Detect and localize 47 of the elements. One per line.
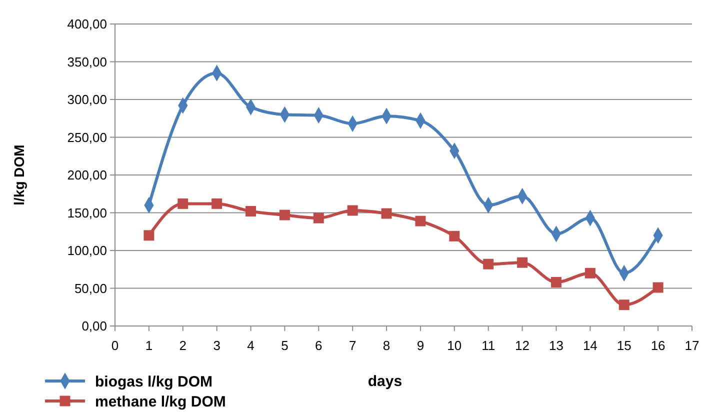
- x-tick-label: 13: [549, 338, 564, 353]
- x-tick-label: 9: [416, 338, 424, 353]
- point: [212, 198, 222, 209]
- point: [415, 216, 426, 226]
- y-tick-label: 150,00: [67, 205, 107, 220]
- point: [550, 276, 562, 288]
- y-tick-label: 200,00: [67, 168, 107, 183]
- x-tick-label: 1: [145, 338, 153, 353]
- x-tick-label: 10: [447, 338, 462, 353]
- x-tick-label: 5: [281, 338, 288, 353]
- x-tick-label: 8: [382, 338, 390, 353]
- x-tick-label: 4: [247, 338, 254, 353]
- point: [381, 208, 392, 219]
- y-tick-label: 400,00: [67, 16, 107, 32]
- point: [178, 198, 188, 209]
- y-tick-label: 250,00: [67, 130, 107, 145]
- point: [483, 258, 494, 270]
- point: [449, 230, 460, 242]
- y-tick-label: 300,00: [67, 92, 107, 108]
- y-tick-label: 100,00: [67, 243, 107, 258]
- legend-label: methane l/kg DOM: [95, 393, 226, 410]
- x-tick-label: 0: [111, 338, 119, 353]
- x-tick-label: 11: [482, 338, 496, 353]
- legend-label: biogas l/kg DOM: [95, 373, 213, 390]
- point: [313, 212, 324, 224]
- point: [246, 206, 256, 216]
- x-tick-label: 14: [582, 338, 598, 353]
- x-tick-label: 2: [179, 338, 186, 353]
- x-tick-label: 6: [315, 338, 322, 353]
- y-tick-label: 50,00: [74, 280, 107, 296]
- point: [618, 300, 630, 310]
- x-tick-label: 15: [616, 338, 632, 353]
- x-tick-label: 3: [213, 338, 220, 353]
- point: [144, 230, 154, 241]
- x-axis-title: days: [368, 373, 402, 390]
- x-tick-label: 12: [515, 338, 530, 353]
- point: [652, 282, 664, 293]
- point: [347, 205, 358, 216]
- y-tick-label: 0,00: [82, 318, 107, 334]
- point: [517, 257, 528, 268]
- x-tick-label: 16: [650, 338, 666, 353]
- x-tick-label: 7: [348, 338, 356, 353]
- x-tick-label: 17: [684, 338, 700, 353]
- point: [279, 210, 290, 220]
- y-axis-title: l/kg DOM: [11, 144, 27, 206]
- point: [584, 268, 596, 278]
- y-tick-label: 350,00: [67, 54, 107, 70]
